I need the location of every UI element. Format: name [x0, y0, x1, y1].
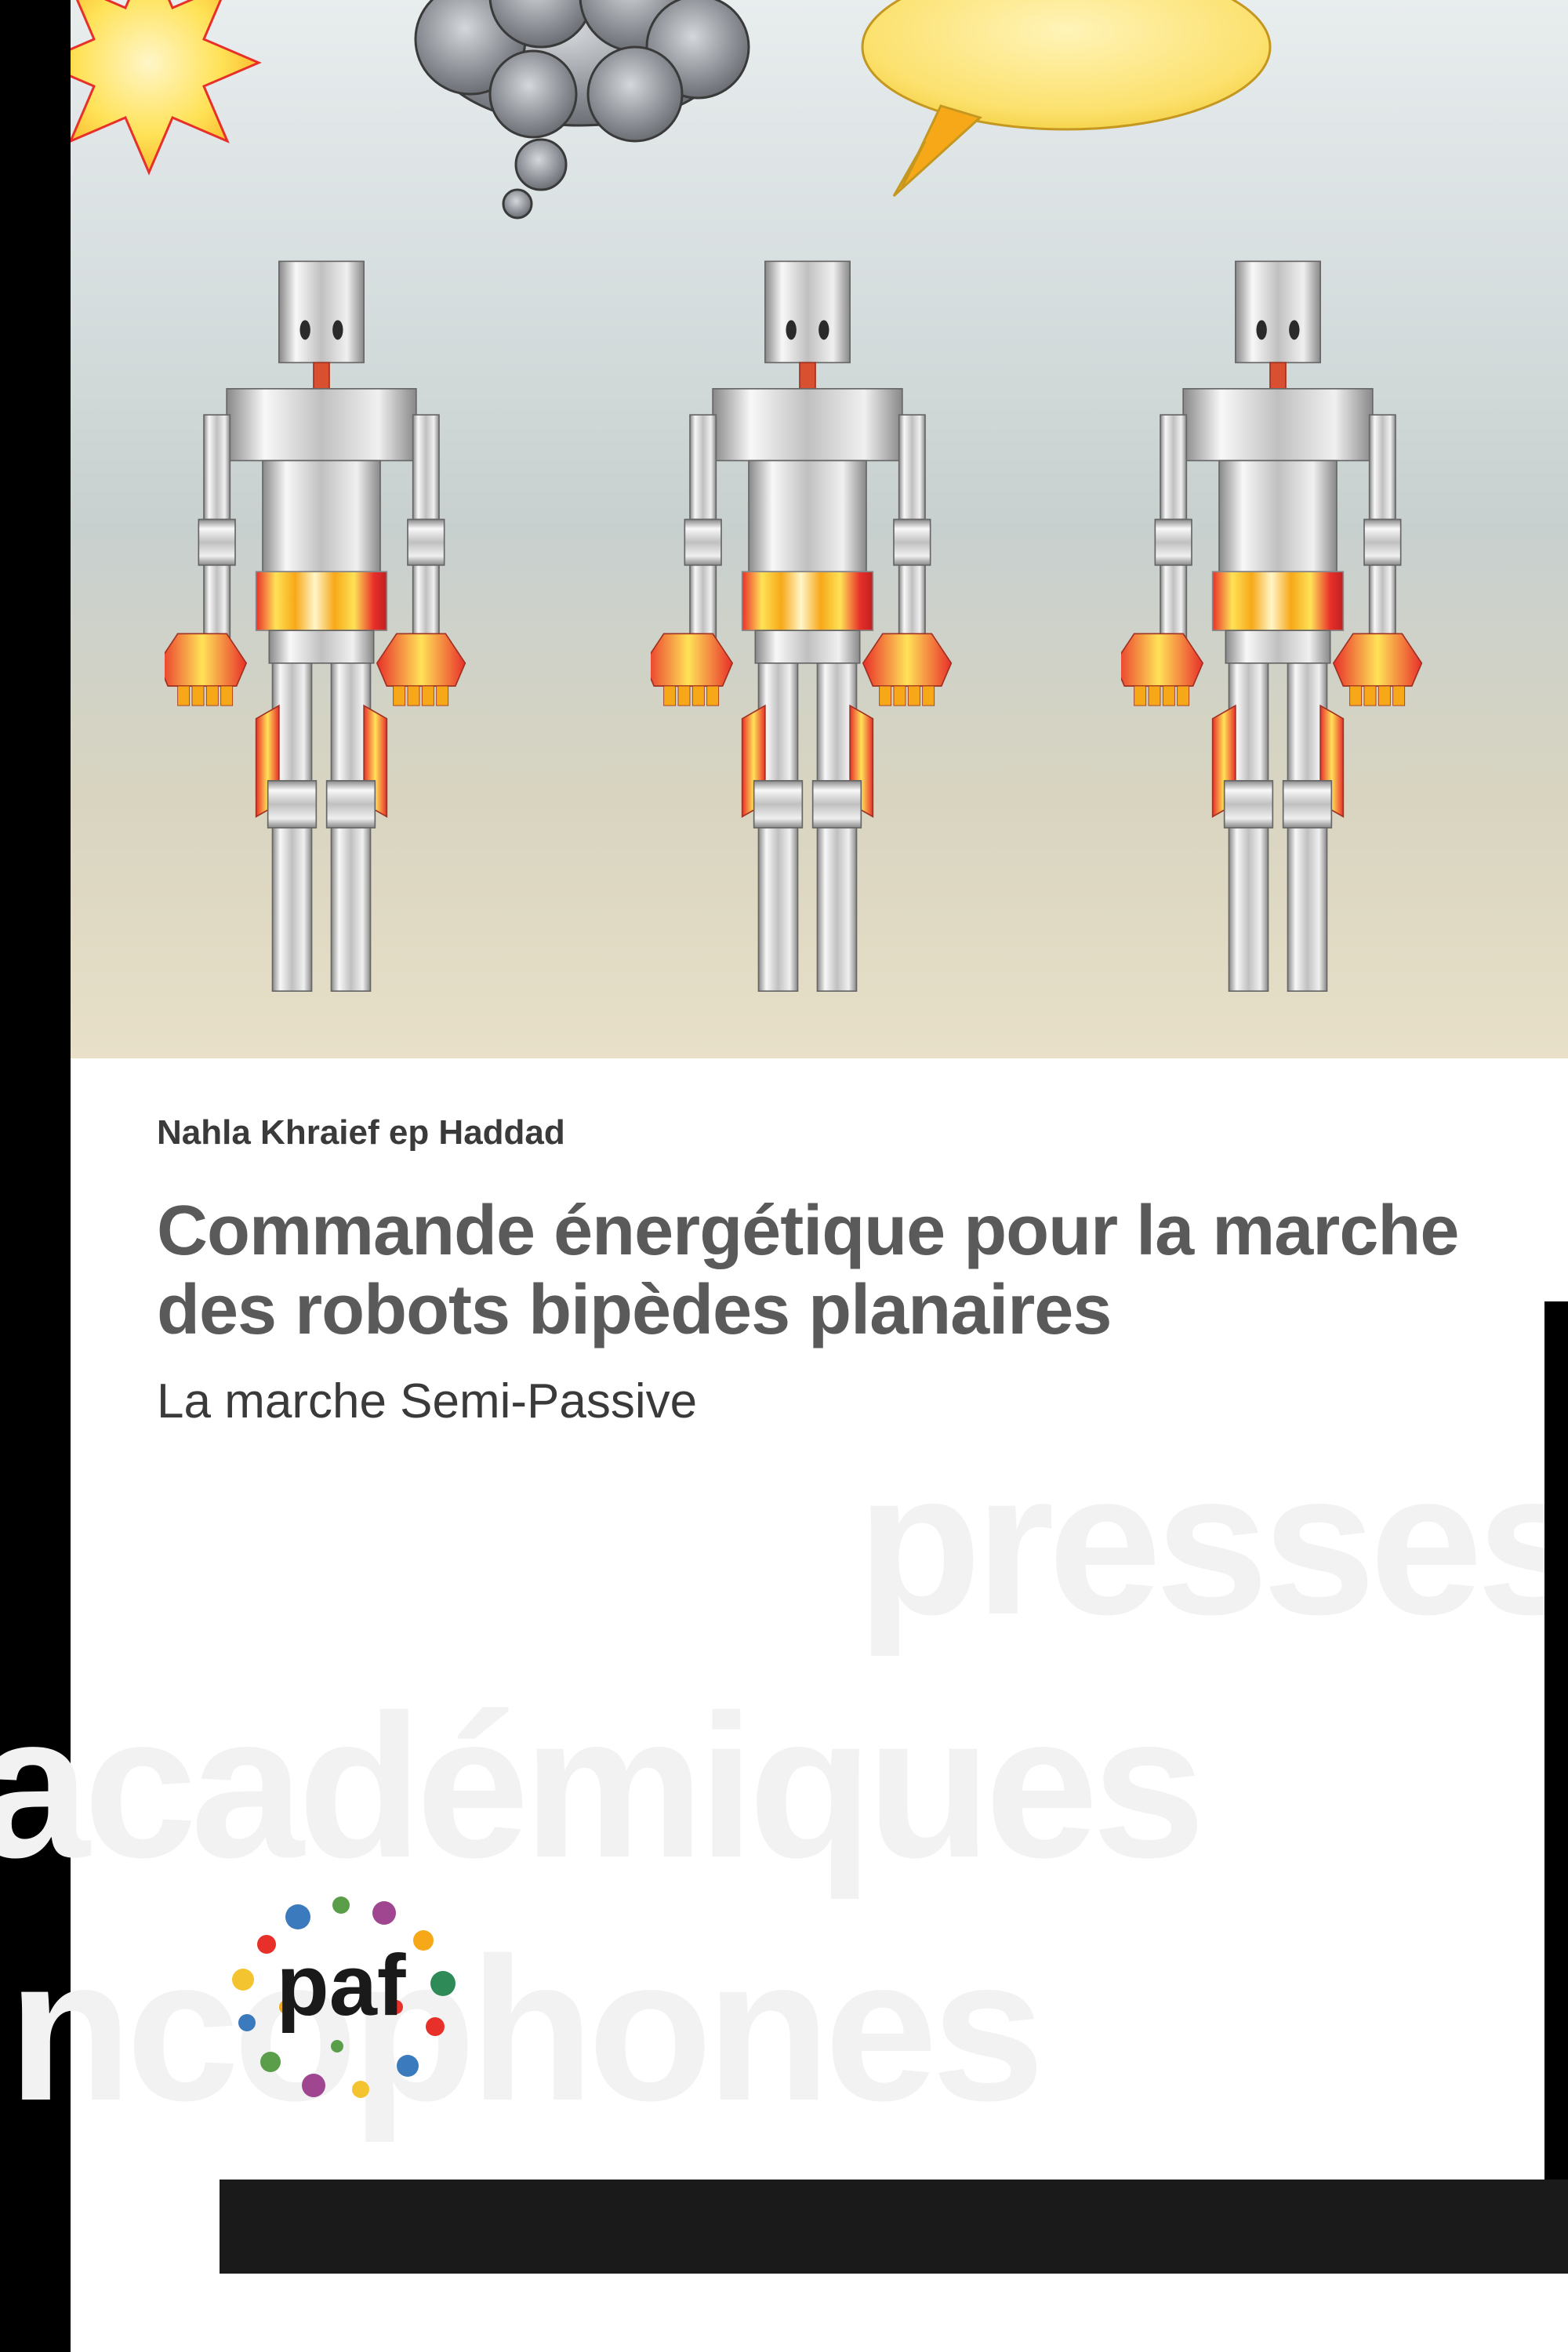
watermark-line-1: presses: [857, 1427, 1568, 1661]
watermark-line-2: académiques: [0, 1670, 1199, 1904]
thought-cloud-icon: [400, 0, 776, 220]
robot-2: [651, 188, 964, 1058]
sun-icon: [71, 0, 321, 204]
logo-text: paf: [277, 1937, 406, 2034]
publisher-logo: paf: [220, 1870, 470, 2125]
book-title: Commande énergétique pour la marche des …: [157, 1192, 1490, 1350]
cover-illustration: [71, 0, 1568, 1058]
watermark-line-3: ncophones: [8, 1913, 1039, 2147]
robot-1: [165, 188, 478, 1058]
book-cover: presses académiques ncophones Nahla Khra…: [71, 0, 1568, 2352]
speech-bubble-icon: [823, 0, 1294, 204]
text-block: Nahla Khraief ep Haddad Commande énergét…: [71, 1058, 1568, 1461]
book-subtitle: La marche Semi-Passive: [157, 1374, 1490, 1429]
robot-3: [1121, 188, 1435, 1058]
bottom-bar: [220, 2180, 1568, 2274]
author-name: Nahla Khraief ep Haddad: [157, 1113, 1490, 1152]
